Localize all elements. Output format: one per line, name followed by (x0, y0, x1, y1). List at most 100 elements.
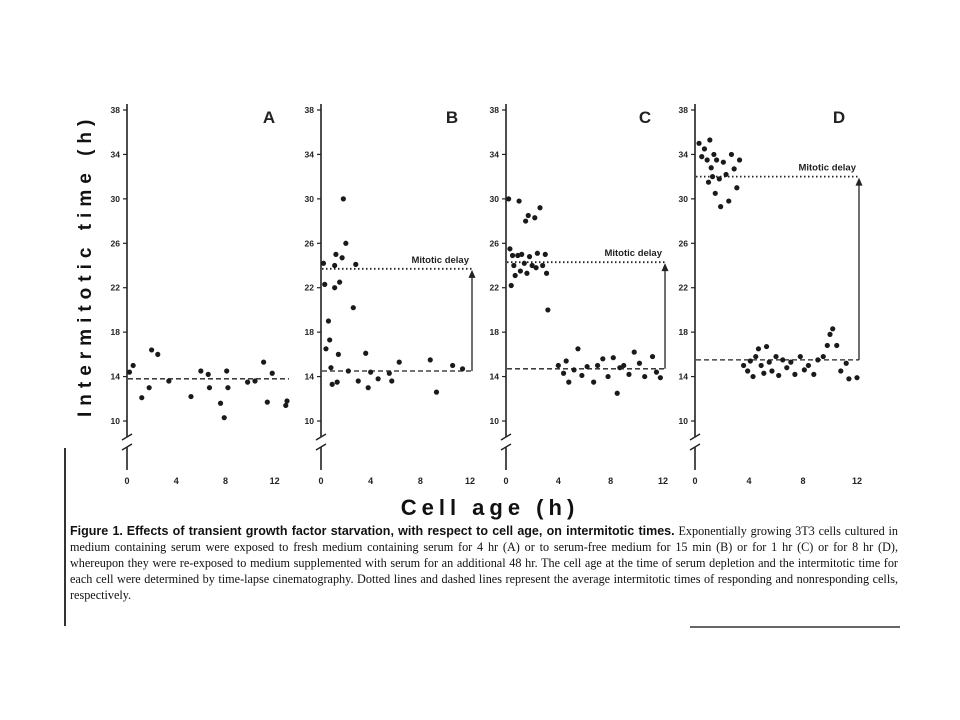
panel-c-data-point (537, 205, 543, 211)
panel-b-data-point (353, 261, 359, 267)
panel-a-data-point (166, 378, 172, 384)
panel-a-data-point (261, 359, 267, 365)
panel-c-data-point (605, 373, 611, 380)
panel-c-data-point (521, 260, 527, 266)
figure-caption: Figure 1. Effects of transient growth fa… (70, 523, 898, 603)
panel-b-delay-arrowhead (468, 269, 476, 278)
panel-d-data-point (753, 353, 759, 360)
panel-a-y-tick-label: 26 (111, 238, 121, 248)
panel-c-data-point (533, 265, 539, 271)
panel-b-data-point (459, 366, 466, 372)
panel-c-x-tick-label: 4 (556, 476, 561, 486)
caption-heading: Effects of transient growth factor starv… (126, 524, 675, 538)
panel-a-data-point (245, 379, 251, 385)
panel-b-x-tick-label: 12 (465, 476, 475, 486)
panel-c-data-point (507, 246, 513, 252)
panel-c-data-point (563, 358, 569, 364)
panel-a-data-point (139, 395, 145, 401)
panel-d-data-point (769, 368, 775, 374)
panel-b-data-point (396, 359, 402, 365)
panel-d-axis-break (689, 443, 701, 451)
panel-d-data-point (763, 343, 770, 350)
panel-d-data-point (747, 358, 753, 364)
panel-a-data-point (284, 398, 290, 404)
panel-d-data-point (701, 146, 708, 152)
panel-a-data-point (146, 385, 152, 391)
panel-d-y-tick-label: 18 (679, 327, 689, 337)
panel-d-data-point (755, 346, 762, 352)
panel-c-data-point (506, 196, 512, 202)
panel-c-data-point (529, 262, 535, 269)
panel-c-x-tick-label: 8 (608, 476, 613, 486)
panel-d-data-point (712, 190, 718, 196)
panel-d-data-point (696, 140, 702, 146)
panel-c-axis-break (500, 433, 512, 441)
panel-b-y-tick-label: 26 (305, 238, 315, 248)
panel-d-data-point (854, 375, 860, 381)
panel-b-data-point (339, 255, 345, 261)
panel-c-data-point (511, 262, 517, 269)
panel-d-y-tick-label: 34 (679, 149, 689, 159)
panel-b-data-point (328, 365, 334, 371)
panel-a-data-point (224, 368, 230, 374)
panel-d-data-point (720, 159, 726, 165)
panel-b-x-tick-label: 4 (368, 476, 373, 486)
caption-body: Exponentially growing 3T3 cells cultured… (70, 524, 899, 602)
panel-c-data-point (610, 355, 616, 361)
panel-d-data-point (780, 357, 786, 363)
panel-d-data-point (708, 165, 714, 171)
panel-a-y-tick-label: 34 (111, 149, 121, 159)
panel-b-data-point (333, 251, 339, 257)
panel-b-data-point (327, 337, 333, 343)
panel-b-x-tick-label: 0 (318, 476, 323, 486)
panel-a-data-point (155, 351, 161, 357)
panel-b-data-point (350, 305, 356, 311)
panel-d-data-point (805, 362, 812, 369)
panel-b-letter: B (446, 108, 458, 127)
caption-label: Figure 1. (70, 524, 123, 538)
panel-d-delay-arrowhead (855, 177, 863, 186)
panel-b-data-point (325, 318, 332, 324)
panel-c-data-point (649, 353, 656, 360)
panel-b-x-tick-label: 8 (418, 476, 423, 486)
panel-c-data-point (515, 252, 521, 259)
panel-c-data-point (525, 212, 531, 219)
panel-a-y-tick-label: 14 (111, 372, 121, 382)
panel-b-data-point (343, 240, 349, 246)
panel-c-data-point (526, 254, 533, 260)
panel-c-data-point (575, 346, 581, 352)
panel-d-data-point (843, 360, 849, 366)
panel-d-data-point (736, 157, 743, 163)
panel-d-data-point (741, 362, 747, 369)
panel-d-data-point (728, 151, 735, 158)
panel-c-data-point (579, 372, 585, 379)
panel-c-data-point (642, 373, 648, 380)
panel-a-data-point (269, 370, 275, 376)
panel-c-data-point (534, 250, 541, 256)
panel-c-data-point (657, 375, 663, 381)
panel-c-axis-break (500, 443, 512, 451)
panel-d-data-point (758, 362, 764, 369)
panel-c-y-tick-label: 22 (490, 283, 500, 293)
panel-d-data-point (723, 171, 729, 178)
panel-d-y-tick-label: 38 (679, 105, 689, 115)
panel-c-data-point (519, 251, 525, 257)
panel-d-data-point (801, 367, 807, 373)
panel-b-data-point (340, 196, 346, 202)
panel-c-data-point (545, 307, 551, 313)
panel-d-x-tick-label: 0 (692, 476, 697, 486)
panel-a-data-point (206, 385, 213, 391)
panel-b-data-point (389, 378, 395, 384)
panel-c-data-point (600, 356, 606, 362)
panel-d-y-tick-label: 26 (679, 238, 689, 248)
panel-c-data-point (516, 198, 522, 204)
panel-d-x-tick-label: 8 (800, 476, 805, 486)
panel-d-data-point (699, 154, 705, 160)
panel-a-y-tick-label: 22 (111, 283, 121, 293)
panel-d-data-point (709, 174, 716, 180)
panel-d-data-point (711, 151, 717, 158)
panel-c-data-point (626, 371, 632, 377)
panel-d-data-point (731, 166, 737, 172)
panel-b-data-point (363, 350, 369, 356)
